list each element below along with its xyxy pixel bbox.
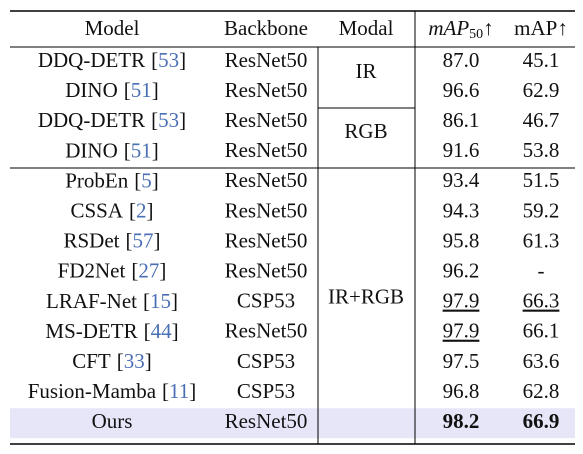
model-cell: ProbEn [5] bbox=[65, 168, 159, 192]
map-cell: 66.3 bbox=[523, 289, 560, 313]
map-cell: 59.2 bbox=[523, 198, 560, 222]
model-cell: FD2Net [27] bbox=[58, 259, 167, 283]
model-cell: RSDet [57] bbox=[63, 228, 160, 252]
backbone-cell: ResNet50 bbox=[225, 319, 308, 343]
backbone-cell: ResNet50 bbox=[225, 78, 308, 102]
modal-cell: RGB bbox=[344, 119, 387, 143]
model-cell: LRAF-Net [15] bbox=[46, 289, 178, 313]
model-name: LRAF-Net bbox=[46, 289, 137, 313]
map-cell: 66.9 bbox=[523, 409, 560, 433]
model-name: Fusion-Mamba bbox=[28, 379, 157, 403]
modal-cell: IR bbox=[356, 59, 377, 83]
citation: [2] bbox=[129, 198, 154, 222]
model-cell: MS-DETR [44] bbox=[45, 319, 178, 343]
map50-cell: 96.6 bbox=[443, 78, 480, 102]
model-name: ProbEn bbox=[65, 168, 129, 192]
citation: [27] bbox=[131, 259, 166, 283]
citation: [5] bbox=[134, 168, 159, 192]
map-cell: 46.7 bbox=[523, 108, 560, 132]
citation: [53] bbox=[151, 48, 186, 72]
backbone-cell: CSP53 bbox=[237, 349, 295, 373]
map50-cell: 93.4 bbox=[443, 168, 480, 192]
map50-cell: 86.1 bbox=[443, 108, 480, 132]
model-name: CFT bbox=[72, 349, 111, 373]
citation: [33] bbox=[117, 349, 152, 373]
model-name: RSDet bbox=[63, 228, 119, 252]
map50-cell: 96.8 bbox=[443, 379, 480, 403]
map-cell: 66.1 bbox=[523, 319, 560, 343]
model-cell: DDQ-DETR [53] bbox=[38, 48, 186, 72]
citation: [53] bbox=[151, 108, 186, 132]
citation: [15] bbox=[143, 289, 178, 313]
model-cell: DDQ-DETR [53] bbox=[38, 108, 186, 132]
backbone-cell: CSP53 bbox=[237, 379, 295, 403]
backbone-cell: ResNet50 bbox=[225, 259, 308, 283]
citation: [51] bbox=[124, 78, 159, 102]
model-cell: Fusion-Mamba [11] bbox=[28, 379, 197, 403]
model-name: FD2Net bbox=[58, 259, 126, 283]
model-cell: DINO [51] bbox=[65, 78, 159, 102]
backbone-cell: ResNet50 bbox=[225, 168, 308, 192]
map-cell: 53.8 bbox=[523, 138, 560, 162]
map50-cell: 98.2 bbox=[443, 409, 480, 433]
citation: [44] bbox=[144, 319, 179, 343]
backbone-cell: ResNet50 bbox=[225, 409, 308, 433]
citation: [11] bbox=[162, 379, 196, 403]
backbone-cell: CSP53 bbox=[237, 289, 295, 313]
map50-cell: 97.9 bbox=[443, 289, 480, 313]
map50-cell: 94.3 bbox=[443, 198, 480, 222]
map50-cell: 95.8 bbox=[443, 228, 480, 252]
model-name: MS-DETR bbox=[45, 319, 137, 343]
header-cell: mAP↑ bbox=[514, 16, 568, 40]
modal-cell: IR+RGB bbox=[328, 285, 404, 309]
map-cell: 62.9 bbox=[523, 78, 560, 102]
map-cell: 45.1 bbox=[523, 48, 560, 72]
model-name: CSSA bbox=[70, 198, 123, 222]
model-name: DDQ-DETR bbox=[38, 48, 145, 72]
map50-cell: 97.5 bbox=[443, 349, 480, 373]
model-cell: CFT [33] bbox=[72, 349, 152, 373]
backbone-cell: ResNet50 bbox=[225, 48, 308, 72]
map-cell: 51.5 bbox=[523, 168, 560, 192]
map50-cell: 91.6 bbox=[443, 138, 480, 162]
backbone-cell: ResNet50 bbox=[225, 108, 308, 132]
highlight-row bbox=[10, 408, 575, 439]
model-cell: CSSA [2] bbox=[70, 198, 153, 222]
map50-cell: 97.9 bbox=[443, 319, 480, 343]
model-cell: DINO [51] bbox=[65, 138, 159, 162]
backbone-cell: ResNet50 bbox=[225, 228, 308, 252]
map-cell: 63.6 bbox=[523, 349, 560, 373]
header-cell: Model bbox=[85, 16, 140, 40]
map50-cell: 96.2 bbox=[443, 259, 480, 283]
model-name: DINO bbox=[65, 138, 118, 162]
map50-cell: 87.0 bbox=[443, 48, 480, 72]
map-cell: - bbox=[538, 259, 545, 283]
backbone-cell: ResNet50 bbox=[225, 198, 308, 222]
model-name: Ours bbox=[92, 409, 133, 433]
map-cell: 61.3 bbox=[523, 228, 560, 252]
header-cell: mAP50↑ bbox=[428, 16, 493, 42]
model-name: DDQ-DETR bbox=[38, 108, 145, 132]
model-name: DINO bbox=[65, 78, 118, 102]
citation: [51] bbox=[124, 138, 159, 162]
header-arrow: ↑ bbox=[483, 16, 494, 40]
header-cell: Modal bbox=[339, 16, 394, 40]
header-cell: Backbone bbox=[224, 16, 308, 40]
backbone-cell: ResNet50 bbox=[225, 138, 308, 162]
header-sub: 50 bbox=[469, 27, 483, 42]
header-main: mAP bbox=[428, 16, 469, 40]
citation: [57] bbox=[126, 228, 161, 252]
map-cell: 62.8 bbox=[523, 379, 560, 403]
model-cell: Ours bbox=[92, 409, 133, 433]
